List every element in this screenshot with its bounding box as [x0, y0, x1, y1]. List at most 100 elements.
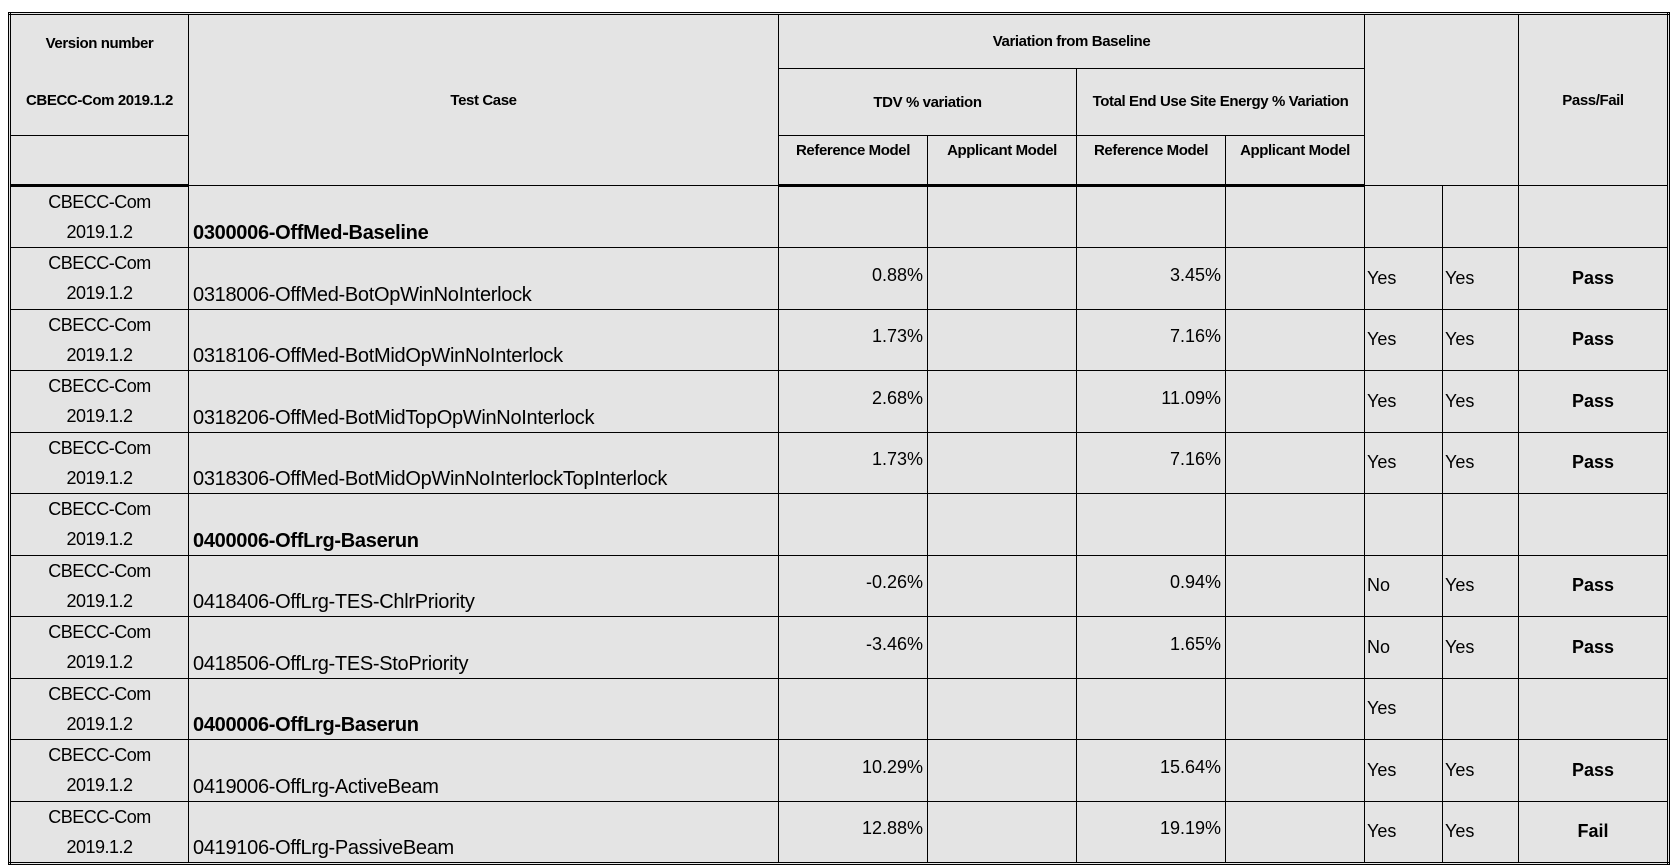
- version-value-label: CBECC-Com 2019.1.2: [25, 92, 174, 109]
- check2-cell: Yes: [1442, 616, 1519, 679]
- pass-fail-cell: Pass: [1518, 616, 1669, 679]
- pass-fail-cell: [1518, 493, 1669, 556]
- table-row: CBECC-Com 2019.1.2 0318006-OffMed-BotOpWi…: [9, 247, 1669, 310]
- version-line1: CBECC-Com: [48, 253, 151, 274]
- site-applicant-cell: [1225, 616, 1365, 679]
- version-line1: CBECC-Com: [48, 499, 151, 520]
- tdv-reference-cell: 10.29%: [778, 739, 928, 802]
- site-applicant-cell: [1225, 431, 1365, 494]
- pass-fail-cell: [1518, 677, 1669, 740]
- site-reference-cell: 7.16%: [1076, 431, 1226, 494]
- version-line2: 2019.1.2: [66, 222, 133, 242]
- site-applicant-cell: [1225, 677, 1365, 740]
- tdv-applicant-cell: [927, 308, 1077, 371]
- tdv-reference-cell: 1.73%: [778, 308, 928, 371]
- check2-cell: [1442, 493, 1519, 556]
- site-reference-cell: 3.45%: [1076, 247, 1226, 310]
- check1-cell: [1364, 493, 1443, 556]
- site-applicant-cell: [1225, 554, 1365, 617]
- pass-fail-cell: Pass: [1518, 739, 1669, 802]
- site-applicant-cell: [1225, 247, 1365, 310]
- tdv-reference-cell: 12.88%: [778, 800, 928, 864]
- tdv-reference-cell: -3.46%: [778, 616, 928, 679]
- tdv-applicant-cell: [927, 370, 1077, 433]
- version-cell: CBECC-Com 2019.1.2: [9, 308, 189, 371]
- site-reference-cell: 7.16%: [1076, 308, 1226, 371]
- tdv-reference-cell: -0.26%: [778, 554, 928, 617]
- version-line2: 2019.1.2: [66, 713, 133, 734]
- version-line2: 2019.1.2: [66, 344, 133, 365]
- test-case-cell: 0400006-OffLrg-Baserun: [188, 493, 779, 556]
- version-cell: CBECC-Com 2019.1.2: [9, 185, 189, 248]
- tdv-reference-cell: [778, 677, 928, 740]
- version-line2: 2019.1.2: [66, 406, 133, 427]
- version-cell: CBECC-Com 2019.1.2: [9, 493, 189, 556]
- site-reference-cell: 0.94%: [1076, 554, 1226, 617]
- check1-cell: Yes: [1364, 370, 1443, 433]
- tdv-reference-cell: 0.88%: [778, 247, 928, 310]
- version-cell: CBECC-Com 2019.1.2: [9, 677, 189, 740]
- site-energy-variation-header: Total End Use Site Energy % Variation: [1076, 68, 1365, 136]
- results-table: Version number CBECC-Com 2019.1.2 Test C…: [8, 12, 1670, 865]
- check1-cell: Yes: [1364, 800, 1443, 864]
- version-cell: CBECC-Com 2019.1.2: [9, 431, 189, 494]
- table-row: CBECC-Com 2019.1.2 0400006-OffLrg-Baserun…: [9, 677, 1669, 740]
- version-line1: CBECC-Com: [48, 622, 151, 643]
- version-line2: 2019.1.2: [66, 467, 133, 488]
- tdv-reference-cell: 1.73%: [778, 431, 928, 494]
- version-line1: CBECC-Com: [48, 806, 151, 827]
- version-line2: 2019.1.2: [66, 283, 133, 304]
- check2-cell: Yes: [1442, 308, 1519, 371]
- test-case-cell: 0400006-OffLrg-Baserun: [188, 677, 779, 740]
- version-number-label: Version number: [45, 35, 154, 52]
- version-cell: CBECC-Com 2019.1.2: [9, 800, 189, 864]
- version-line1: CBECC-Com: [48, 376, 151, 397]
- version-line2: 2019.1.2: [66, 652, 133, 673]
- site-reference-cell: 15.64%: [1076, 739, 1226, 802]
- version-line1: CBECC-Com: [48, 683, 151, 704]
- site-reference-cell: [1076, 677, 1226, 740]
- tdv-applicant-cell: [927, 185, 1077, 248]
- tdv-reference-cell: [778, 493, 928, 556]
- version-line2: 2019.1.2: [66, 775, 133, 796]
- site-applicant-cell: [1225, 370, 1365, 433]
- check2-cell: [1442, 185, 1519, 248]
- pass-fail-cell: Pass: [1518, 308, 1669, 371]
- site-applicant-cell: [1225, 493, 1365, 556]
- tdv-applicant-cell: [927, 247, 1077, 310]
- site-reference-cell: [1076, 493, 1226, 556]
- version-cell: CBECC-Com 2019.1.2: [9, 554, 189, 617]
- site-reference-cell: 11.09%: [1076, 370, 1226, 433]
- test-case-cell: 0318106-OffMed-BotMidOpWinNoInterlock: [188, 308, 779, 371]
- version-line1: CBECC-Com: [48, 437, 151, 458]
- tdv-applicant-cell: [927, 800, 1077, 864]
- version-line1: CBECC-Com: [48, 745, 151, 766]
- version-line1: CBECC-Com: [48, 560, 151, 581]
- site-reference-cell: 1.65%: [1076, 616, 1226, 679]
- check1-cell: Yes: [1364, 247, 1443, 310]
- tdv-variation-header: TDV % variation: [778, 68, 1077, 136]
- tdv-reference-cell: 2.68%: [778, 370, 928, 433]
- site-applicant-cell: [1225, 800, 1365, 864]
- table-row: CBECC-Com 2019.1.2 0419106-OffLrg-Passive…: [9, 800, 1669, 864]
- blank-header: [1364, 13, 1519, 186]
- check1-cell: Yes: [1364, 739, 1443, 802]
- table-row: CBECC-Com 2019.1.2 0318306-OffMed-BotMidO…: [9, 431, 1669, 494]
- check2-cell: Yes: [1442, 739, 1519, 802]
- check2-cell: Yes: [1442, 800, 1519, 864]
- table-row: CBECC-Com 2019.1.2 0318106-OffMed-BotMidO…: [9, 308, 1669, 371]
- version-cell: CBECC-Com 2019.1.2: [9, 247, 189, 310]
- version-cell: CBECC-Com 2019.1.2: [9, 616, 189, 679]
- test-case-cell: 0318306-OffMed-BotMidOpWinNoInterlockTop…: [188, 431, 779, 494]
- test-case-cell: 0419006-OffLrg-ActiveBeam: [188, 739, 779, 802]
- version-header-blank: [9, 135, 189, 187]
- tdv-applicant-cell: [927, 554, 1077, 617]
- test-case-cell: 0418406-OffLrg-TES-ChlrPriority: [188, 554, 779, 617]
- tdv-applicant-cell: [927, 431, 1077, 494]
- check2-cell: Yes: [1442, 370, 1519, 433]
- version-cell: CBECC-Com 2019.1.2: [9, 370, 189, 433]
- check1-cell: [1364, 185, 1443, 248]
- pass-fail-cell: Fail: [1518, 800, 1669, 864]
- pass-fail-cell: [1518, 185, 1669, 248]
- table-row: CBECC-Com 2019.1.2 0419006-OffLrg-ActiveB…: [9, 739, 1669, 802]
